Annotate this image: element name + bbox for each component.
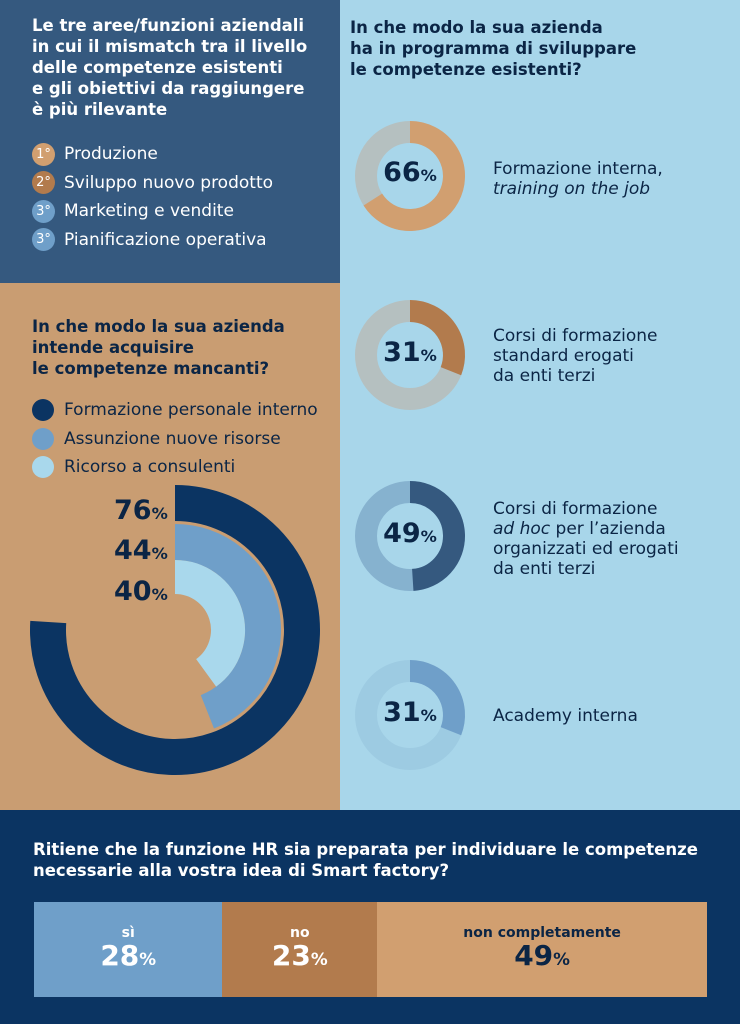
acquire-skills-title: In che modo la sua azienda intende acqui…: [32, 317, 285, 378]
legend-label: Formazione personale interno: [64, 400, 318, 421]
donut-value: 31%: [383, 697, 437, 728]
legend-swatch: [32, 427, 54, 450]
rank-label: Pianificazione operativa: [64, 229, 267, 250]
donut-caption: Corsi di formazione ad hoc per l’azienda…: [493, 499, 679, 579]
radial-bar-3: [174, 560, 245, 687]
donut-chart: [355, 481, 465, 591]
donut-caption: Academy interna: [493, 706, 638, 726]
legend-swatch: [32, 456, 54, 479]
rank-badge: 3°: [32, 199, 55, 223]
mismatch-areas-panel: Le tre aree/funzioni aziendali in cui il…: [0, 0, 340, 283]
mismatch-areas-list: 1° Produzione 2° Sviluppo nuovo prodotto…: [32, 140, 273, 254]
radial-bar-1: [30, 485, 320, 775]
donut-value: 66%: [383, 157, 437, 188]
rank-label: Marketing e vendite: [64, 201, 234, 222]
donut-value: 31%: [383, 337, 437, 368]
donut-chart: [355, 300, 465, 410]
donut-value: 49%: [383, 518, 437, 549]
rank-item: 3° Pianificazione operativa: [32, 226, 273, 255]
legend-label: Ricorso a consulenti: [64, 457, 236, 478]
develop-skills-panel: In che modo la sua azienda ha in program…: [340, 0, 740, 810]
radial-bar-chart: [30, 485, 320, 775]
acquire-skills-panel: In che modo la sua azienda intende acqui…: [0, 283, 340, 810]
donut-value-arc: [363, 121, 465, 231]
legend-item: Assunzione nuove risorse: [32, 425, 318, 454]
donut-value-arc: [409, 660, 465, 736]
legend-item: Ricorso a consulenti: [32, 453, 318, 482]
hr-readiness-title: Ritiene che la funzione HR sia preparata…: [33, 840, 698, 880]
bar-segment-no: no 23%: [222, 902, 378, 997]
donut-caption: Corsi di formazione standard erogati da …: [493, 326, 658, 386]
donut-chart: [355, 121, 465, 231]
donut-value-arc: [409, 481, 465, 591]
bar-segment-yes: sì 28%: [34, 902, 223, 997]
hr-readiness-panel: Ritiene che la funzione HR sia preparata…: [0, 810, 740, 1024]
rank-item: 1° Produzione: [32, 140, 273, 169]
donut-caption: Formazione interna, training on the job: [493, 159, 663, 199]
legend-item: Formazione personale interno: [32, 396, 318, 425]
radial-value-label: 76%: [114, 495, 168, 526]
rank-item: 2° Sviluppo nuovo prodotto: [32, 169, 273, 198]
develop-skills-title: In che modo la sua azienda ha in program…: [350, 18, 637, 79]
radial-value-label: 44%: [114, 535, 168, 566]
acquire-legend: Formazione personale interno Assunzione …: [32, 396, 318, 482]
rank-label: Sviluppo nuovo prodotto: [64, 172, 274, 193]
legend-swatch: [32, 399, 54, 422]
rank-badge: 1°: [32, 142, 55, 166]
donut-chart: [355, 660, 465, 770]
bar-segment-partial: non completamente 49%: [377, 902, 707, 997]
rank-badge: 2°: [32, 171, 55, 195]
hr-stacked-bar: sì 28% no 23% non completamente 49%: [34, 902, 707, 997]
rank-badge: 3°: [32, 228, 55, 252]
rank-item: 3° Marketing e vendite: [32, 197, 273, 226]
legend-label: Assunzione nuove risorse: [64, 428, 281, 449]
rank-label: Produzione: [64, 144, 158, 165]
donut-value-arc: [409, 300, 465, 376]
radial-bar-2: [174, 524, 281, 729]
mismatch-areas-title: Le tre aree/funzioni aziendali in cui il…: [32, 16, 308, 119]
radial-value-label: 40%: [114, 576, 168, 607]
